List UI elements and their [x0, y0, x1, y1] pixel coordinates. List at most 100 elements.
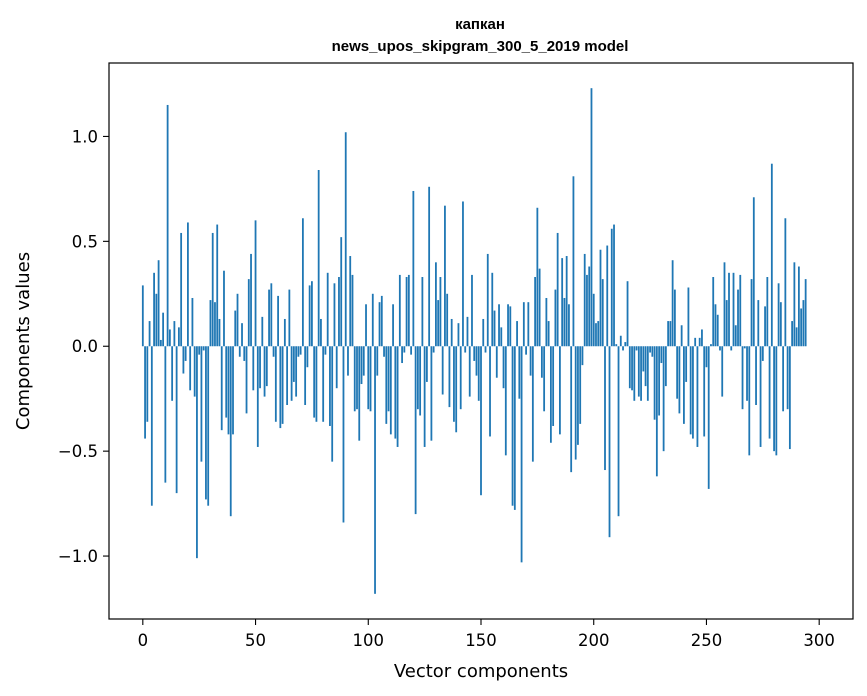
bar [450, 318, 453, 347]
bar [439, 277, 442, 347]
bar [664, 346, 667, 387]
bar [324, 346, 327, 355]
bar [707, 346, 710, 489]
bar [766, 277, 769, 347]
bars [141, 88, 807, 594]
bar [741, 346, 744, 410]
bar [268, 289, 270, 347]
bar [734, 325, 737, 347]
bar [173, 321, 176, 347]
y-axis-ticks: −1.0 −0.5 0.0 0.5 1.0 [58, 127, 109, 566]
bar [444, 205, 446, 347]
bar [407, 274, 410, 347]
y-tick-label: 1.0 [72, 127, 98, 146]
bar [441, 346, 444, 395]
bar [507, 304, 509, 347]
bar [610, 228, 613, 347]
bar [252, 346, 255, 391]
bar [689, 346, 692, 435]
x-tick-label: 200 [578, 631, 610, 650]
bar [180, 232, 183, 347]
bar [586, 274, 588, 347]
bar [311, 281, 313, 347]
bar [247, 279, 250, 347]
bar [480, 346, 482, 496]
y-tick-label: −0.5 [58, 442, 98, 461]
bar [495, 346, 498, 378]
bar [502, 346, 505, 389]
bar [671, 260, 674, 347]
bar [782, 346, 785, 412]
bar [313, 346, 316, 418]
bar [547, 321, 550, 347]
bar [716, 314, 719, 347]
bar [752, 197, 755, 347]
bar [308, 285, 311, 347]
bar [703, 346, 706, 437]
bar [770, 163, 773, 347]
bar [225, 346, 228, 418]
bar [491, 272, 494, 347]
bar [518, 346, 521, 399]
bar [367, 346, 370, 410]
bar [166, 104, 169, 347]
y-tick-label: −1.0 [58, 547, 98, 566]
bar [784, 218, 787, 347]
bar [559, 346, 561, 435]
chart-title: капкан [455, 16, 505, 33]
bar [243, 346, 246, 361]
bar [162, 312, 165, 347]
bar [737, 289, 739, 347]
bar [536, 207, 539, 347]
bar [196, 346, 198, 559]
bar [588, 266, 591, 347]
bar [398, 274, 401, 347]
bar [673, 289, 676, 347]
bar [793, 262, 796, 347]
bar [198, 346, 201, 355]
bar [477, 346, 480, 401]
bar [340, 237, 343, 347]
bar [644, 346, 647, 387]
bar [624, 342, 627, 347]
bar [563, 297, 566, 347]
bar [211, 232, 214, 347]
bar [259, 346, 261, 389]
bar [394, 346, 397, 439]
bar [430, 346, 433, 441]
bar [552, 346, 555, 426]
bar [286, 346, 289, 405]
bar [353, 346, 356, 412]
bar [795, 327, 798, 347]
bar [414, 346, 417, 515]
bar [710, 344, 712, 347]
bar [288, 289, 291, 347]
y-tick-label: 0.5 [72, 232, 98, 251]
bar [590, 88, 593, 347]
bar [250, 253, 252, 347]
bar [315, 346, 318, 422]
bar [631, 346, 633, 391]
bar [279, 346, 282, 429]
bar [396, 346, 399, 447]
bar [680, 325, 683, 347]
x-tick-label: 300 [803, 631, 835, 650]
bar [238, 346, 241, 357]
bar [525, 346, 527, 355]
bar [775, 346, 778, 456]
bar [755, 346, 757, 405]
bar [678, 346, 681, 414]
bar [468, 346, 471, 397]
bar [448, 346, 451, 408]
bar [628, 346, 631, 389]
bar [786, 346, 789, 410]
bar [184, 346, 187, 361]
bar [732, 272, 735, 347]
bar [401, 346, 403, 364]
bar [538, 268, 541, 347]
bar [462, 201, 464, 347]
bar [175, 346, 178, 494]
bar [317, 170, 320, 347]
bar [757, 300, 760, 347]
bar [642, 346, 645, 372]
